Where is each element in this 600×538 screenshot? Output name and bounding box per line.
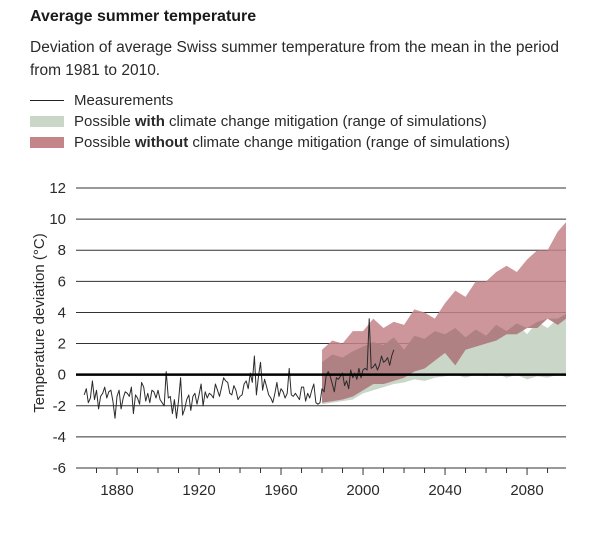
x-tick-label-1920: 1920 [182,482,215,499]
legend-item-measurements: Measurements [30,90,510,111]
chart-title: Average summer temperature [30,8,257,25]
x-tick-label-1880: 1880 [100,482,133,499]
y-tick-label-8: 8 [58,242,66,259]
chart-subtitle: Deviation of average Swiss summer temper… [30,39,559,79]
legend: Measurements Possible with climate chang… [30,90,510,153]
legend-label-with-mitigation: Possible with climate change mitigation … [74,113,487,130]
simulation-bands [322,222,566,405]
legend-item-without-mitigation: Possible without climate change mitigati… [30,132,510,153]
x-tick-label-2080: 2080 [510,482,543,499]
axes: 12 10 8 6 4 2 0 -2 -4 -6 1880 1920 1960 2000 2040 2080 [49,180,566,499]
y-axis-title: Temperature deviation (°C) [31,233,48,412]
x-tick-label-2000: 2000 [346,482,379,499]
y-tick-label-10: 10 [49,211,66,228]
legend-label-without-mitigation: Possible without climate change mitigati… [74,134,511,151]
y-tick-label-4: 4 [58,304,66,321]
y-tick-label--2: -2 [53,398,66,415]
legend-swatch-with-mitigation [30,116,64,127]
legend-label-measurements: Measurements [74,92,174,109]
y-tick-label-0: 0 [58,367,66,384]
y-tick-label-2: 2 [58,336,66,353]
legend-item-with-mitigation: Possible with climate change mitigation … [30,111,510,132]
y-tick-label--4: -4 [53,429,66,446]
y-tick-label-6: 6 [58,273,66,290]
y-tick-label-12: 12 [49,180,66,197]
legend-swatch-without-mitigation [30,137,64,148]
x-tick-label-2040: 2040 [428,482,461,499]
legend-swatch-measurements [30,100,64,101]
x-tick-label-1960: 1960 [264,482,297,499]
y-tick-label--6: -6 [53,460,66,477]
band-overlap [322,314,566,403]
